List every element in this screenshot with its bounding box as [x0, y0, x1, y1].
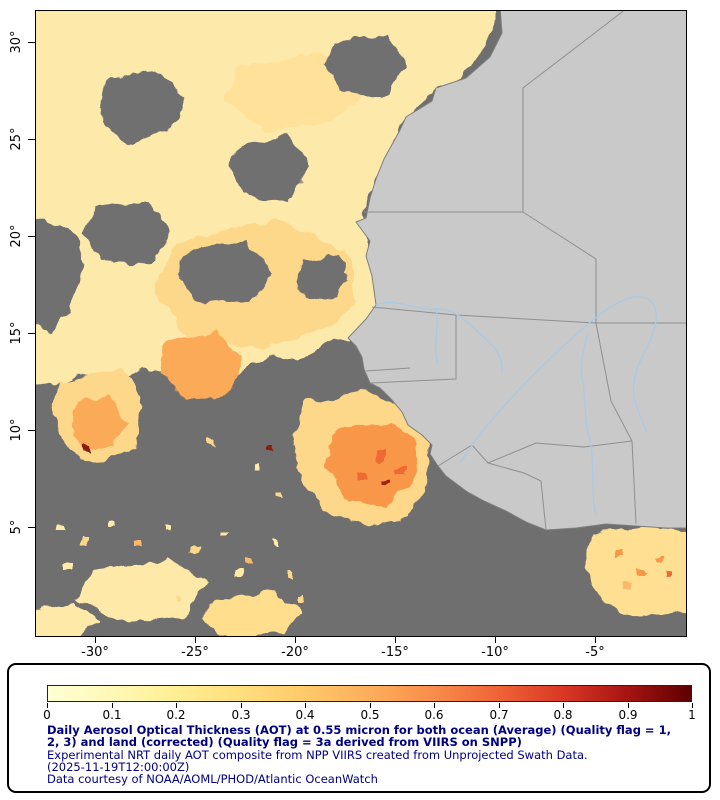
legend-title-line1: Daily Aerosol Optical Thickness (AOT) at… — [47, 723, 671, 737]
colorbar-tick-label-9: 0.9 — [618, 708, 638, 722]
colorbar — [47, 685, 692, 702]
map-plot-area — [35, 10, 687, 637]
land-africa — [347, 11, 686, 531]
lat-label-25: 25° — [9, 127, 24, 151]
lon-label--20: -20° — [281, 645, 309, 660]
lon-tick — [295, 636, 296, 643]
colorbar-tick-label-7: 0.7 — [489, 708, 509, 722]
country-borders — [364, 11, 686, 531]
colorbar-tick-label-10: 1 — [688, 708, 696, 722]
colorbar-tick — [434, 703, 435, 708]
rivers — [375, 296, 657, 517]
lon-tick — [95, 636, 96, 643]
colorbar-tick — [628, 703, 629, 708]
colorbar-tick-label-1: 0.1 — [102, 708, 122, 722]
legend-title-line2: 2, 3) and land (corrected) (Quality flag… — [47, 735, 522, 750]
lat-label-20: 20° — [9, 224, 24, 248]
colorbar-tick — [692, 703, 693, 708]
colorbar-tick — [176, 703, 177, 708]
lon-tick — [495, 636, 496, 643]
lon-label--10: -10° — [481, 645, 509, 660]
colorbar-tick-label-4: 0.4 — [295, 708, 315, 722]
legend-caption: Daily Aerosol Optical Thickness (AOT) at… — [47, 723, 702, 787]
lat-tick — [28, 42, 35, 43]
colorbar-tick-label-6: 0.6 — [424, 708, 444, 722]
lat-tick — [28, 333, 35, 334]
lon-label--25: -25° — [181, 645, 209, 660]
lon-label--5: -5° — [585, 645, 605, 660]
lat-label-30: 30° — [9, 30, 24, 54]
colorbar-tick-label-3: 0.3 — [231, 708, 251, 722]
colorbar-tick — [499, 703, 500, 708]
colorbar-tick-label-0: 0 — [43, 708, 51, 722]
legend-timestamp: (2025-11-19T12:00:00Z) — [47, 759, 190, 774]
colorbar-tick — [305, 703, 306, 708]
lon-tick — [595, 636, 596, 643]
map-svg — [36, 11, 686, 636]
colorbar-tick-label-2: 0.2 — [166, 708, 186, 722]
colorbar-tick — [112, 703, 113, 708]
colorbar-tick — [563, 703, 564, 708]
colorbar-tick-label-5: 0.5 — [360, 708, 380, 722]
lon-label--15: -15° — [381, 645, 409, 660]
legend-box: 0 0.1 0.2 0.3 0.4 0.5 0.6 0.7 0.8 0.9 1 … — [7, 663, 711, 793]
colorbar-tick — [47, 703, 48, 708]
legend-subtitle: Experimental NRT daily AOT composite fro… — [47, 747, 588, 762]
lat-label-5: 5° — [9, 519, 24, 535]
colorbar-tick — [241, 703, 242, 708]
lat-label-15: 15° — [9, 321, 24, 345]
lat-tick — [28, 139, 35, 140]
lat-label-10: 10° — [9, 418, 24, 442]
lat-tick — [28, 430, 35, 431]
lat-tick — [28, 236, 35, 237]
colorbar-tick — [370, 703, 371, 708]
lon-label--30: -30° — [81, 645, 109, 660]
lon-tick — [195, 636, 196, 643]
lat-tick — [28, 527, 35, 528]
legend-credit: Data courtesy of NOAA/AOML/PHOD/Atlantic… — [47, 772, 378, 787]
aot-data-layer — [36, 11, 686, 636]
lon-tick — [395, 636, 396, 643]
colorbar-tick-label-8: 0.8 — [553, 708, 573, 722]
